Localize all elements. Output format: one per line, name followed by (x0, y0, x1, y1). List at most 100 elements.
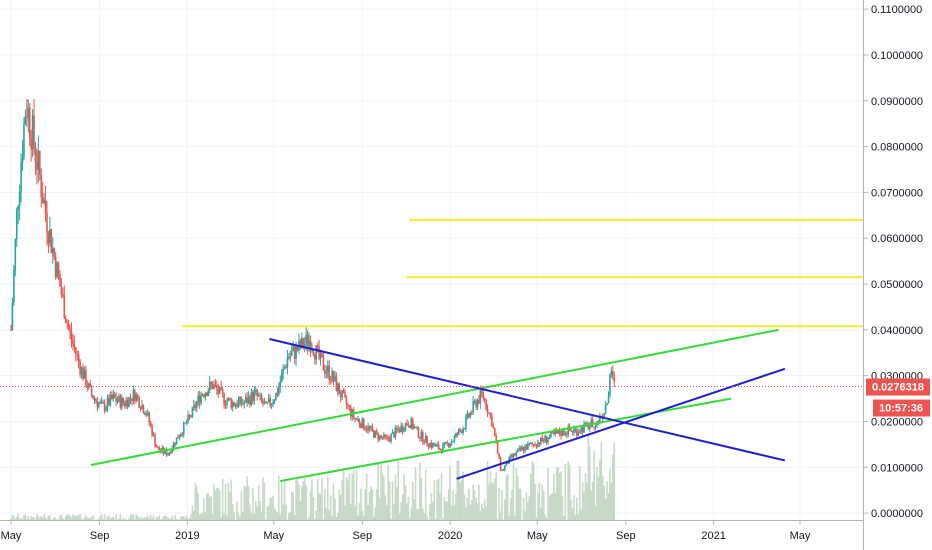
volume-bar (446, 501, 449, 520)
volume-bar (390, 519, 392, 520)
volume-bar (18, 518, 21, 520)
volume-bar (210, 496, 212, 520)
volume-bar (254, 501, 257, 520)
volume-bar (466, 498, 469, 520)
candle-body (574, 429, 577, 431)
volume-bar (293, 514, 296, 520)
grid-lines (0, 0, 863, 520)
volume-bar (213, 484, 215, 520)
volume-bar (421, 508, 424, 520)
volume-bar (102, 518, 104, 520)
volume-bar (394, 475, 397, 520)
candle-body (249, 396, 251, 405)
volume-bar (384, 495, 387, 520)
volume-bar (573, 495, 575, 520)
volume-bar (161, 518, 163, 520)
trendlines[interactable] (90, 218, 863, 483)
volume-bar (265, 519, 267, 520)
candle-body (105, 407, 107, 411)
volume-bar (329, 495, 332, 520)
volume-bar (398, 513, 401, 520)
candle-body (146, 412, 149, 415)
volume-bar (367, 505, 369, 520)
volume-bar (157, 517, 159, 520)
candle-body (387, 437, 390, 439)
candle-body (505, 462, 508, 466)
candle-body (253, 390, 256, 401)
volume-bar (377, 464, 379, 520)
blue-trendline (456, 367, 786, 480)
volume-bar (371, 489, 374, 520)
volume-bar (578, 466, 581, 520)
volume-bar (433, 479, 436, 520)
volume-bar (424, 469, 427, 520)
volume-bar (139, 516, 142, 520)
candle-body (59, 275, 61, 287)
candle-body (82, 367, 84, 379)
price-axis[interactable] (863, 0, 932, 550)
candle-body (257, 395, 260, 397)
candle-body (545, 435, 548, 443)
candle-body (554, 431, 557, 434)
volume-bar (221, 478, 224, 520)
volume-bar (403, 473, 405, 520)
candle-body (434, 444, 437, 447)
candle-body (479, 390, 482, 404)
volume-bar (244, 487, 247, 520)
candle-body (488, 412, 490, 414)
candle-body (509, 455, 512, 458)
volume-bar (570, 499, 572, 520)
candle-body (38, 150, 41, 175)
candle-body (558, 430, 561, 435)
candle-body (206, 392, 208, 396)
volume-bar (538, 482, 541, 520)
candle-body (207, 390, 210, 396)
candle-body (51, 248, 54, 253)
volume-bar (527, 501, 529, 520)
candle-body (161, 447, 163, 452)
volume-bar (420, 478, 423, 520)
volume-bar (535, 516, 538, 520)
candle-body (46, 212, 48, 234)
candle-body (365, 429, 368, 431)
volume-bar (305, 485, 307, 520)
volume-bar (172, 519, 175, 520)
volume-bar (309, 491, 312, 520)
volume-bar (108, 515, 110, 520)
candle-body (468, 413, 470, 418)
candle-body (184, 422, 187, 424)
volume-bar (298, 484, 300, 520)
volume-bar (141, 517, 143, 520)
volume-bar (485, 506, 487, 520)
candle-body (181, 434, 184, 436)
volume-bar (299, 500, 302, 520)
volume-bar (460, 479, 463, 520)
volume-bar (256, 506, 259, 520)
volume-bar (542, 490, 545, 520)
volume-bar (567, 460, 569, 520)
volume-bar (123, 518, 126, 520)
candle-body (252, 391, 254, 401)
candle-body (295, 345, 297, 359)
volume-bar (577, 514, 580, 520)
candle-body (118, 395, 120, 402)
price-badges: 0.0276318 10:57:36 (866, 378, 930, 417)
volume-bar (195, 486, 198, 520)
candle-body (108, 397, 110, 406)
candle-body (409, 425, 411, 428)
candle-body (240, 396, 243, 405)
candle-body (237, 401, 240, 407)
candle-body (14, 239, 17, 271)
volume-bar (442, 518, 444, 520)
candle-body (411, 419, 414, 429)
candle-body (613, 377, 616, 382)
candle-body (280, 373, 283, 383)
candle-body (407, 425, 410, 427)
candle-body (561, 429, 564, 436)
volume-bar (612, 454, 614, 520)
candle-body (60, 286, 63, 295)
volume-bar (354, 505, 356, 520)
candle-body (586, 422, 588, 425)
volume-bar (368, 491, 371, 520)
